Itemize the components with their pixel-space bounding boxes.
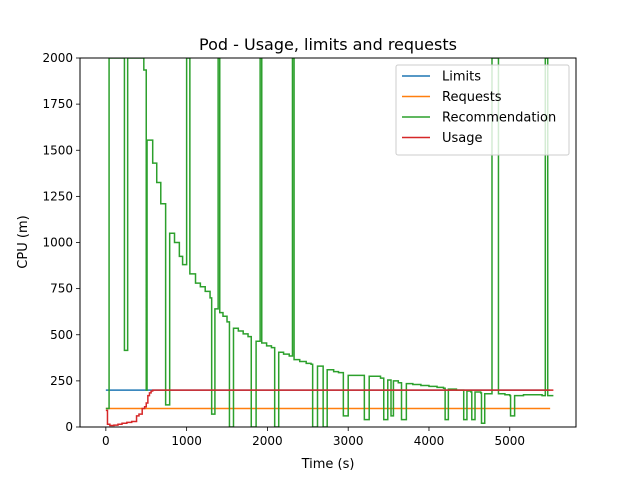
x-tick-label: 5000 bbox=[494, 434, 525, 448]
y-axis: 0 250 500 750 1000 1250 1500 1750 2000 bbox=[42, 51, 80, 434]
y-tick-label: 1750 bbox=[42, 97, 73, 111]
legend-label-usage: Usage bbox=[442, 131, 483, 146]
y-tick-label: 250 bbox=[50, 374, 73, 388]
y-tick-label: 2000 bbox=[42, 51, 73, 65]
y-tick-label: 1250 bbox=[42, 189, 73, 203]
x-tick-label: 1000 bbox=[171, 434, 202, 448]
chart-title: Pod - Usage, limits and requests bbox=[199, 35, 457, 54]
x-axis: 0 1000 2000 3000 4000 5000 bbox=[102, 427, 525, 448]
y-tick-label: 1500 bbox=[42, 143, 73, 157]
series-line-usage bbox=[105, 389, 554, 427]
y-tick-label: 750 bbox=[50, 282, 73, 296]
x-axis-label: Time (s) bbox=[301, 457, 355, 472]
y-axis-label: CPU (m) bbox=[16, 215, 31, 268]
x-tick-label: 0 bbox=[102, 434, 110, 448]
series-line-recommendation bbox=[105, 58, 554, 427]
y-tick-label: 0 bbox=[65, 420, 73, 434]
legend-box bbox=[395, 64, 570, 156]
series-layer bbox=[105, 58, 554, 427]
legend-label-requests: Requests bbox=[442, 90, 502, 105]
legend: Limits Requests Recommendation Usage bbox=[395, 64, 570, 156]
x-tick-label: 3000 bbox=[333, 434, 364, 448]
x-tick-label: 2000 bbox=[252, 434, 283, 448]
y-tick-label: 1000 bbox=[42, 236, 73, 250]
x-tick-label: 4000 bbox=[414, 434, 445, 448]
legend-label-recommendation: Recommendation bbox=[442, 111, 556, 126]
legend-label-limits: Limits bbox=[442, 70, 481, 85]
y-tick-label: 500 bbox=[50, 328, 73, 342]
